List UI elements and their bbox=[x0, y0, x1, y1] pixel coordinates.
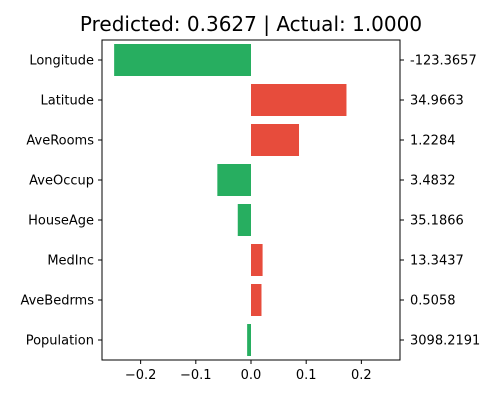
feature-value-medinc: 13.3437 bbox=[410, 254, 464, 269]
feature-label-avebedrms: AveBedrms bbox=[20, 294, 94, 309]
chart-title: Predicted: 0.3627 | Actual: 1.0000 bbox=[80, 12, 422, 36]
bar-avebedrms bbox=[251, 284, 262, 316]
bar-houseage bbox=[237, 204, 251, 236]
x-axis: −0.2 −0.1 0.0 0.1 0.2 bbox=[125, 360, 372, 383]
feature-value-latitude: 34.9663 bbox=[410, 94, 464, 109]
bar-medinc bbox=[251, 244, 263, 276]
feature-label-houseage: HouseAge bbox=[28, 214, 94, 229]
feature-value-longitude: -123.3657 bbox=[410, 54, 477, 69]
feature-label-population: Population bbox=[26, 334, 94, 349]
bar-aveoccup bbox=[217, 164, 251, 196]
feature-value-averooms: 1.2284 bbox=[410, 134, 456, 149]
bars-group bbox=[114, 44, 347, 356]
x-tick-label: 0.0 bbox=[241, 368, 262, 383]
bar-averooms bbox=[251, 124, 300, 156]
bar-population bbox=[247, 324, 251, 356]
feature-label-medinc: MedInc bbox=[47, 254, 94, 269]
x-tick-label: −0.2 bbox=[125, 368, 157, 383]
bar-longitude bbox=[114, 44, 251, 76]
x-tick-label: 0.2 bbox=[351, 368, 372, 383]
feature-value-population: 3098.2191 bbox=[410, 334, 480, 349]
feature-value-avebedrms: 0.5058 bbox=[410, 294, 456, 309]
feature-label-aveoccup: AveOccup bbox=[29, 174, 94, 189]
feature-labels-group: Longitude Latitude AveRooms AveOccup HouseAg… bbox=[20, 54, 102, 349]
value-labels-group: -123.3657 34.9663 1.2284 3.4832 35.1866 13.34… bbox=[400, 54, 480, 349]
feature-value-houseage: 35.1866 bbox=[410, 214, 464, 229]
feature-label-averooms: AveRooms bbox=[26, 134, 94, 149]
bar-latitude bbox=[251, 84, 347, 116]
x-tick-label: 0.1 bbox=[296, 368, 317, 383]
feature-label-longitude: Longitude bbox=[29, 54, 94, 69]
feature-label-latitude: Latitude bbox=[40, 94, 94, 109]
feature-value-aveoccup: 3.4832 bbox=[410, 174, 456, 189]
x-tick-label: −0.1 bbox=[180, 368, 212, 383]
